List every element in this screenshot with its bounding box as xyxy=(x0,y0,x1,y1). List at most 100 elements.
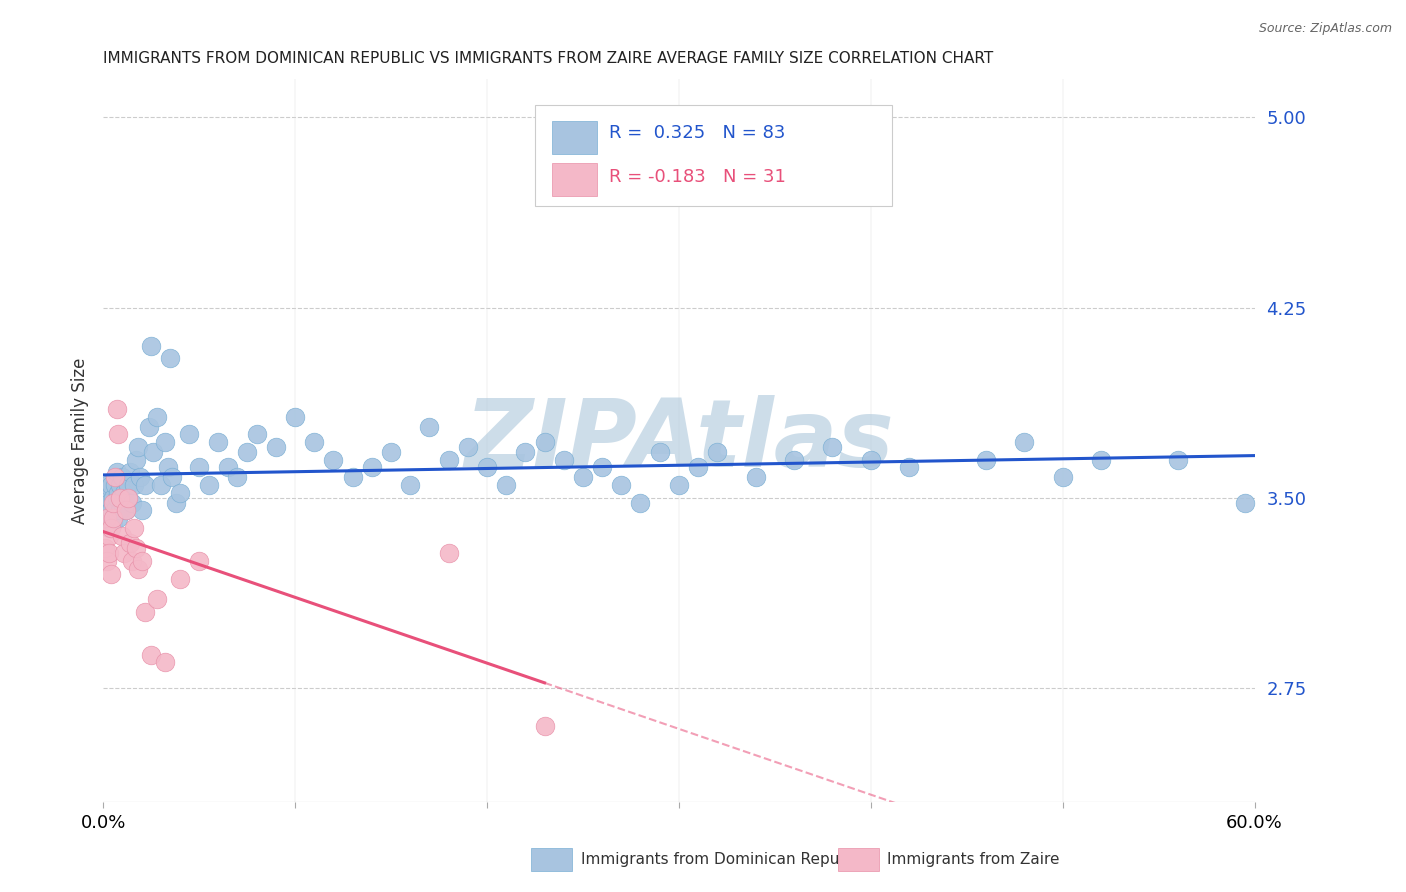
Point xyxy=(101,516,124,530)
Point xyxy=(821,440,844,454)
Point xyxy=(974,452,997,467)
Point xyxy=(706,445,728,459)
Point xyxy=(169,485,191,500)
Point xyxy=(94,491,117,505)
Point xyxy=(131,503,153,517)
Point xyxy=(121,554,143,568)
Point xyxy=(142,445,165,459)
Point xyxy=(111,496,134,510)
Point xyxy=(121,496,143,510)
Point xyxy=(122,521,145,535)
Point xyxy=(104,470,127,484)
Point xyxy=(107,511,129,525)
Point xyxy=(236,445,259,459)
Point xyxy=(207,434,229,449)
Point xyxy=(104,503,127,517)
Point xyxy=(533,719,555,733)
Point xyxy=(97,529,120,543)
FancyBboxPatch shape xyxy=(553,163,598,196)
Point xyxy=(188,460,211,475)
Point xyxy=(100,503,122,517)
Point xyxy=(157,460,180,475)
Point xyxy=(515,445,537,459)
Point xyxy=(127,562,149,576)
Point xyxy=(110,491,132,505)
Point xyxy=(553,452,575,467)
Point xyxy=(104,478,127,492)
Point xyxy=(96,554,118,568)
Text: R =  0.325   N = 83: R = 0.325 N = 83 xyxy=(609,124,785,142)
Point xyxy=(112,546,135,560)
Point xyxy=(648,445,671,459)
Point xyxy=(117,478,139,492)
Point xyxy=(322,452,344,467)
Point xyxy=(668,478,690,492)
Point xyxy=(475,460,498,475)
Point xyxy=(97,496,120,510)
Point xyxy=(1233,496,1256,510)
Text: Source: ZipAtlas.com: Source: ZipAtlas.com xyxy=(1258,22,1392,36)
Point xyxy=(264,440,287,454)
Point xyxy=(125,541,148,556)
Point xyxy=(360,460,382,475)
Point xyxy=(457,440,479,454)
Point xyxy=(96,511,118,525)
Point xyxy=(169,572,191,586)
Point xyxy=(159,351,181,366)
Point xyxy=(115,503,138,517)
Point xyxy=(686,460,709,475)
Point xyxy=(572,470,595,484)
Point xyxy=(96,511,118,525)
Point xyxy=(591,460,613,475)
Point xyxy=(122,478,145,492)
Text: ZIPAtlas: ZIPAtlas xyxy=(464,394,894,487)
Point xyxy=(437,452,460,467)
Text: IMMIGRANTS FROM DOMINICAN REPUBLIC VS IMMIGRANTS FROM ZAIRE AVERAGE FAMILY SIZE : IMMIGRANTS FROM DOMINICAN REPUBLIC VS IM… xyxy=(103,51,994,66)
Text: R = -0.183   N = 31: R = -0.183 N = 31 xyxy=(609,168,786,186)
Point xyxy=(115,503,138,517)
Point xyxy=(859,452,882,467)
Point xyxy=(101,496,124,510)
Point xyxy=(188,554,211,568)
Point xyxy=(744,470,766,484)
Point xyxy=(110,478,132,492)
Point xyxy=(138,419,160,434)
Point xyxy=(134,478,156,492)
Point xyxy=(533,434,555,449)
Point xyxy=(1167,452,1189,467)
Point xyxy=(302,434,325,449)
Point xyxy=(1014,434,1036,449)
Point xyxy=(100,566,122,581)
Point xyxy=(217,460,239,475)
Point xyxy=(131,554,153,568)
Point xyxy=(783,452,806,467)
Point xyxy=(1052,470,1074,484)
Point xyxy=(179,427,201,442)
Point xyxy=(399,478,422,492)
Point xyxy=(380,445,402,459)
Point xyxy=(100,478,122,492)
Point xyxy=(97,521,120,535)
Point xyxy=(246,427,269,442)
Point xyxy=(107,427,129,442)
Point xyxy=(139,648,162,662)
Point xyxy=(153,656,176,670)
Point xyxy=(630,496,652,510)
Y-axis label: Average Family Size: Average Family Size xyxy=(72,358,89,524)
Point xyxy=(495,478,517,492)
Point xyxy=(105,401,128,416)
Point xyxy=(437,546,460,560)
Text: Immigrants from Zaire: Immigrants from Zaire xyxy=(887,853,1060,867)
Point xyxy=(134,605,156,619)
Point xyxy=(125,452,148,467)
Point xyxy=(610,478,633,492)
Point xyxy=(110,503,132,517)
Point xyxy=(112,485,135,500)
Point xyxy=(111,529,134,543)
Point xyxy=(107,485,129,500)
Point xyxy=(197,478,219,492)
Point xyxy=(139,338,162,352)
Point xyxy=(100,521,122,535)
Point xyxy=(97,546,120,560)
Point xyxy=(898,460,921,475)
